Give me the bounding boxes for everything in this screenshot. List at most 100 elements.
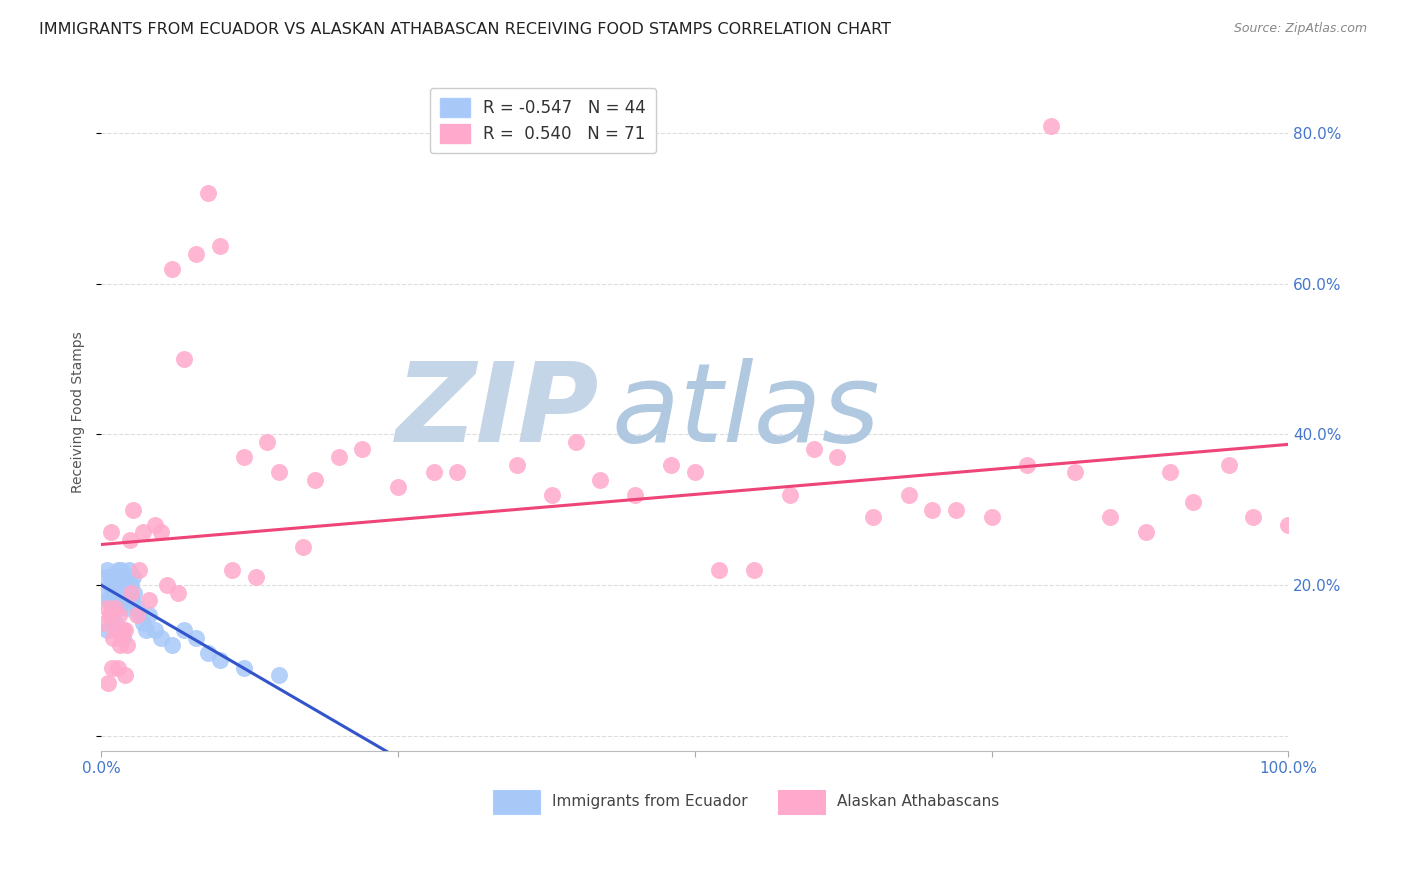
Point (167, 585, 190, 599)
Point (101, 600, 124, 615)
Point (107, 563, 129, 577)
Point (387, 480, 409, 494)
Point (125, 608, 148, 623)
Point (659, 458, 682, 472)
Point (245, 570, 267, 584)
Point (1182, 495, 1205, 509)
Point (101, 661, 124, 675)
Point (624, 488, 647, 502)
Point (1135, 525, 1157, 540)
Point (155, 578, 177, 592)
Point (108, 608, 131, 623)
Point (589, 473, 612, 487)
Point (197, 186, 219, 201)
Point (108, 600, 131, 615)
Point (506, 458, 529, 472)
Point (122, 570, 145, 584)
Point (256, 434, 278, 449)
Point (138, 593, 160, 607)
Point (94, 585, 117, 599)
Point (897, 488, 920, 502)
Point (114, 668, 136, 682)
Point (94, 570, 117, 584)
Point (173, 352, 195, 367)
Point (304, 473, 326, 487)
Point (101, 631, 124, 645)
Point (208, 653, 231, 667)
Point (269, 668, 291, 682)
FancyBboxPatch shape (494, 790, 540, 814)
Point (803, 442, 825, 457)
Y-axis label: Receiving Food Stamps: Receiving Food Stamps (72, 331, 86, 492)
Point (121, 593, 143, 607)
Point (101, 585, 124, 599)
Point (124, 585, 146, 599)
Point (945, 502, 967, 516)
Point (132, 615, 155, 630)
Point (135, 624, 157, 638)
Text: Alaskan Athabascans: Alaskan Athabascans (838, 794, 1000, 809)
Point (221, 563, 243, 577)
Point (269, 465, 291, 479)
Point (104, 600, 127, 615)
Point (111, 631, 134, 645)
Point (186, 246, 208, 260)
Point (118, 585, 141, 599)
Text: IMMIGRANTS FROM ECUADOR VS ALASKAN ATHABASCAN RECEIVING FOOD STAMPS CORRELATION : IMMIGRANTS FROM ECUADOR VS ALASKAN ATHAB… (39, 22, 891, 37)
Text: ZIP: ZIP (396, 359, 600, 466)
Point (114, 624, 136, 638)
Point (292, 541, 315, 555)
Point (779, 488, 801, 502)
Point (120, 578, 142, 592)
Point (707, 563, 730, 577)
Point (120, 585, 142, 599)
Text: atlas: atlas (612, 359, 880, 466)
Point (97, 676, 120, 690)
Point (173, 624, 195, 638)
Point (125, 600, 148, 615)
Point (104, 578, 127, 592)
Point (683, 465, 706, 479)
Point (162, 261, 184, 276)
Point (111, 585, 134, 599)
Point (108, 570, 131, 584)
Point (96, 624, 118, 638)
Point (117, 563, 139, 577)
Point (186, 631, 208, 645)
Point (1241, 510, 1264, 524)
Point (115, 570, 138, 584)
Point (122, 502, 145, 516)
Point (232, 450, 254, 464)
Point (118, 533, 141, 547)
Point (422, 465, 444, 479)
Point (232, 661, 254, 675)
Point (108, 638, 131, 652)
Point (149, 525, 172, 540)
Point (105, 593, 128, 607)
Text: Immigrants from Ecuador: Immigrants from Ecuador (553, 794, 748, 809)
Point (117, 638, 139, 652)
Point (862, 510, 884, 524)
Point (112, 578, 135, 592)
Point (742, 563, 765, 577)
Point (132, 525, 155, 540)
Point (149, 631, 172, 645)
Point (541, 488, 564, 502)
Point (96, 563, 118, 577)
Text: Source: ZipAtlas.com: Source: ZipAtlas.com (1233, 22, 1367, 36)
Point (827, 450, 849, 464)
Point (1017, 458, 1039, 472)
Point (138, 608, 160, 623)
Point (110, 563, 132, 577)
Point (921, 502, 943, 516)
FancyBboxPatch shape (778, 790, 825, 814)
Point (117, 600, 139, 615)
Point (1040, 119, 1063, 133)
Point (352, 442, 374, 457)
Point (1063, 465, 1085, 479)
Point (94, 615, 117, 630)
Point (111, 624, 134, 638)
Point (1218, 458, 1240, 472)
Point (1099, 510, 1122, 524)
Point (107, 661, 129, 675)
